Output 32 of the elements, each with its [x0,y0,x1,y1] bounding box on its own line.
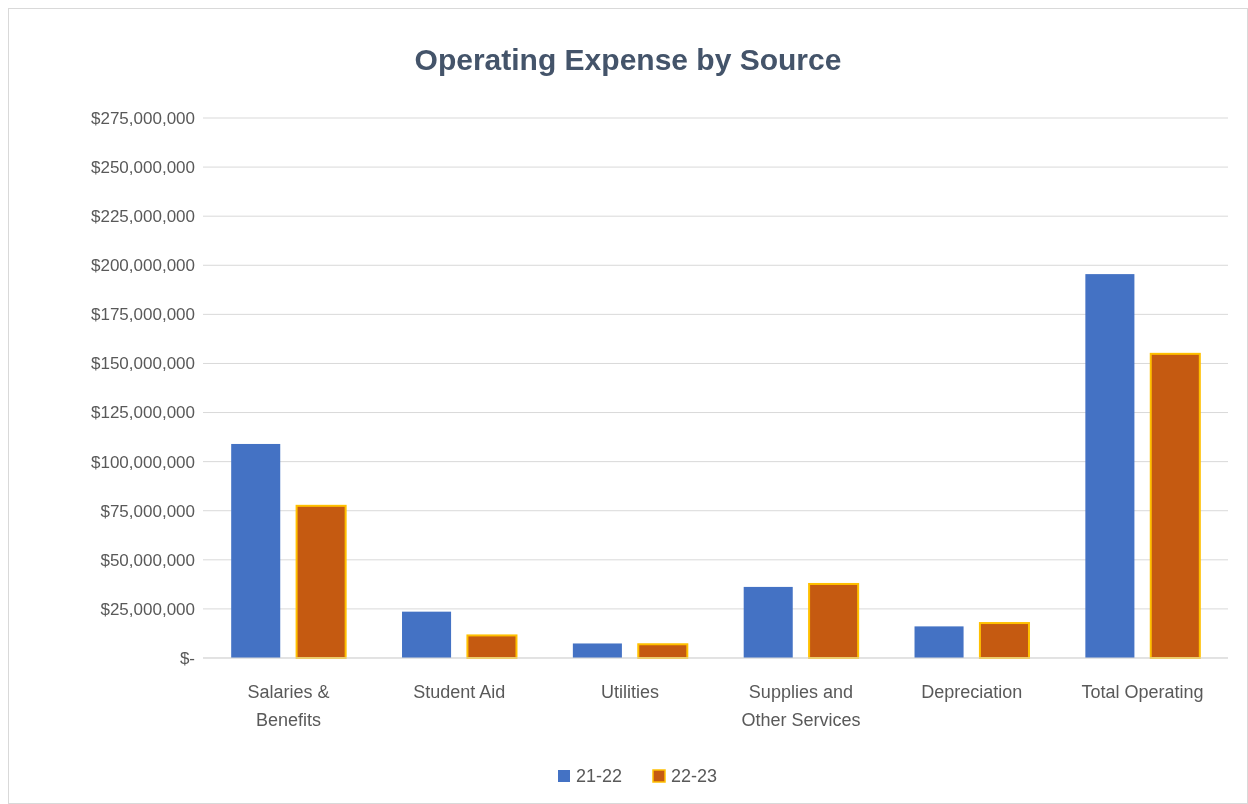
legend-label: 22-23 [671,766,718,787]
legend-label: 21-22 [576,766,623,787]
y-tick-label: $- [179,648,195,668]
bar [978,622,1030,659]
bar [231,443,281,658]
y-tick-label: $150,000,000 [91,354,195,374]
bar [1149,352,1201,659]
x-tick-label: Supplies and Other Services [741,682,861,730]
bar [808,582,860,659]
bar [295,504,347,659]
x-tick-label: Student Aid [413,682,506,702]
y-tick-label: $75,000,000 [100,501,195,521]
y-tick-label: $50,000,000 [100,550,195,570]
y-tick-label: $225,000,000 [91,207,195,227]
bar [743,586,793,658]
bar [914,626,964,658]
x-tick-label: Total Operating [1081,682,1204,702]
y-tick-label: $25,000,000 [100,599,195,619]
bar [402,611,452,658]
bar [1085,274,1135,658]
y-tick-label: $125,000,000 [91,403,195,423]
y-tick-label: $100,000,000 [91,452,195,472]
bar [466,634,518,659]
y-tick-label: $175,000,000 [91,305,195,325]
x-tick-label: Depreciation [921,682,1023,702]
chart-title: Operating Expense by Source [414,43,842,76]
bar [572,643,622,658]
y-tick-label: $275,000,000 [91,108,195,128]
y-tick-label: $250,000,000 [91,158,195,178]
x-tick-label: Salaries & Benefits [247,682,330,730]
x-tick-label: Utilities [601,682,660,702]
y-tick-label: $200,000,000 [91,256,195,276]
